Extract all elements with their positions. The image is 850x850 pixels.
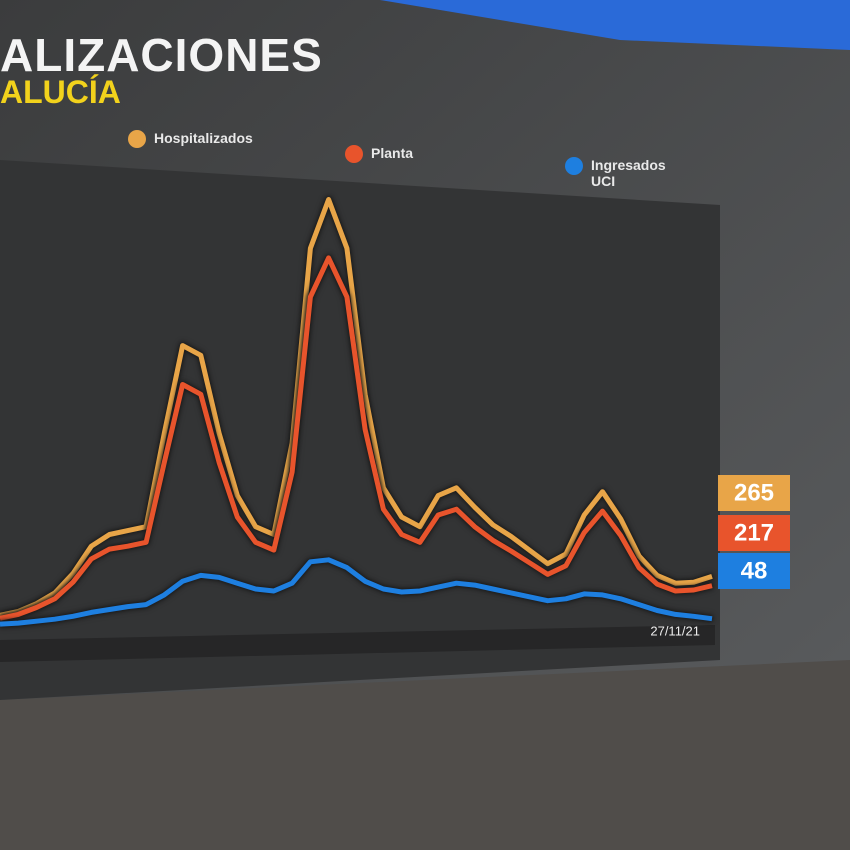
- blue-stripe: [380, 0, 850, 50]
- legend-swatch: [128, 130, 146, 148]
- end-value-label: 217: [734, 519, 774, 546]
- legend-swatch: [345, 145, 363, 163]
- title: ALIZACIONES: [0, 29, 323, 81]
- legend-label: Ingresados UCI: [591, 157, 666, 189]
- legend-item: Ingresados UCI: [565, 157, 681, 189]
- end-value-box: [718, 553, 790, 589]
- legend-swatch: [565, 157, 583, 175]
- series-line: [0, 197, 713, 618]
- end-value-box: [718, 515, 790, 551]
- subtitle: ALUCÍA: [0, 74, 121, 110]
- end-value-label: 48: [741, 557, 768, 584]
- floor: [0, 660, 850, 850]
- end-value-label: 265: [734, 479, 774, 506]
- date-label: 27/11/21: [650, 623, 700, 638]
- date-strip: [0, 625, 715, 662]
- series-line: [0, 255, 713, 621]
- end-value-box: [718, 475, 790, 511]
- plot-panel: [0, 160, 720, 700]
- series-line: [0, 557, 713, 627]
- legend-label: Planta: [371, 145, 414, 161]
- legend-item: Planta: [345, 145, 413, 163]
- legend-label: Hospitalizados: [154, 130, 253, 146]
- legend-item: Hospitalizados: [128, 130, 253, 148]
